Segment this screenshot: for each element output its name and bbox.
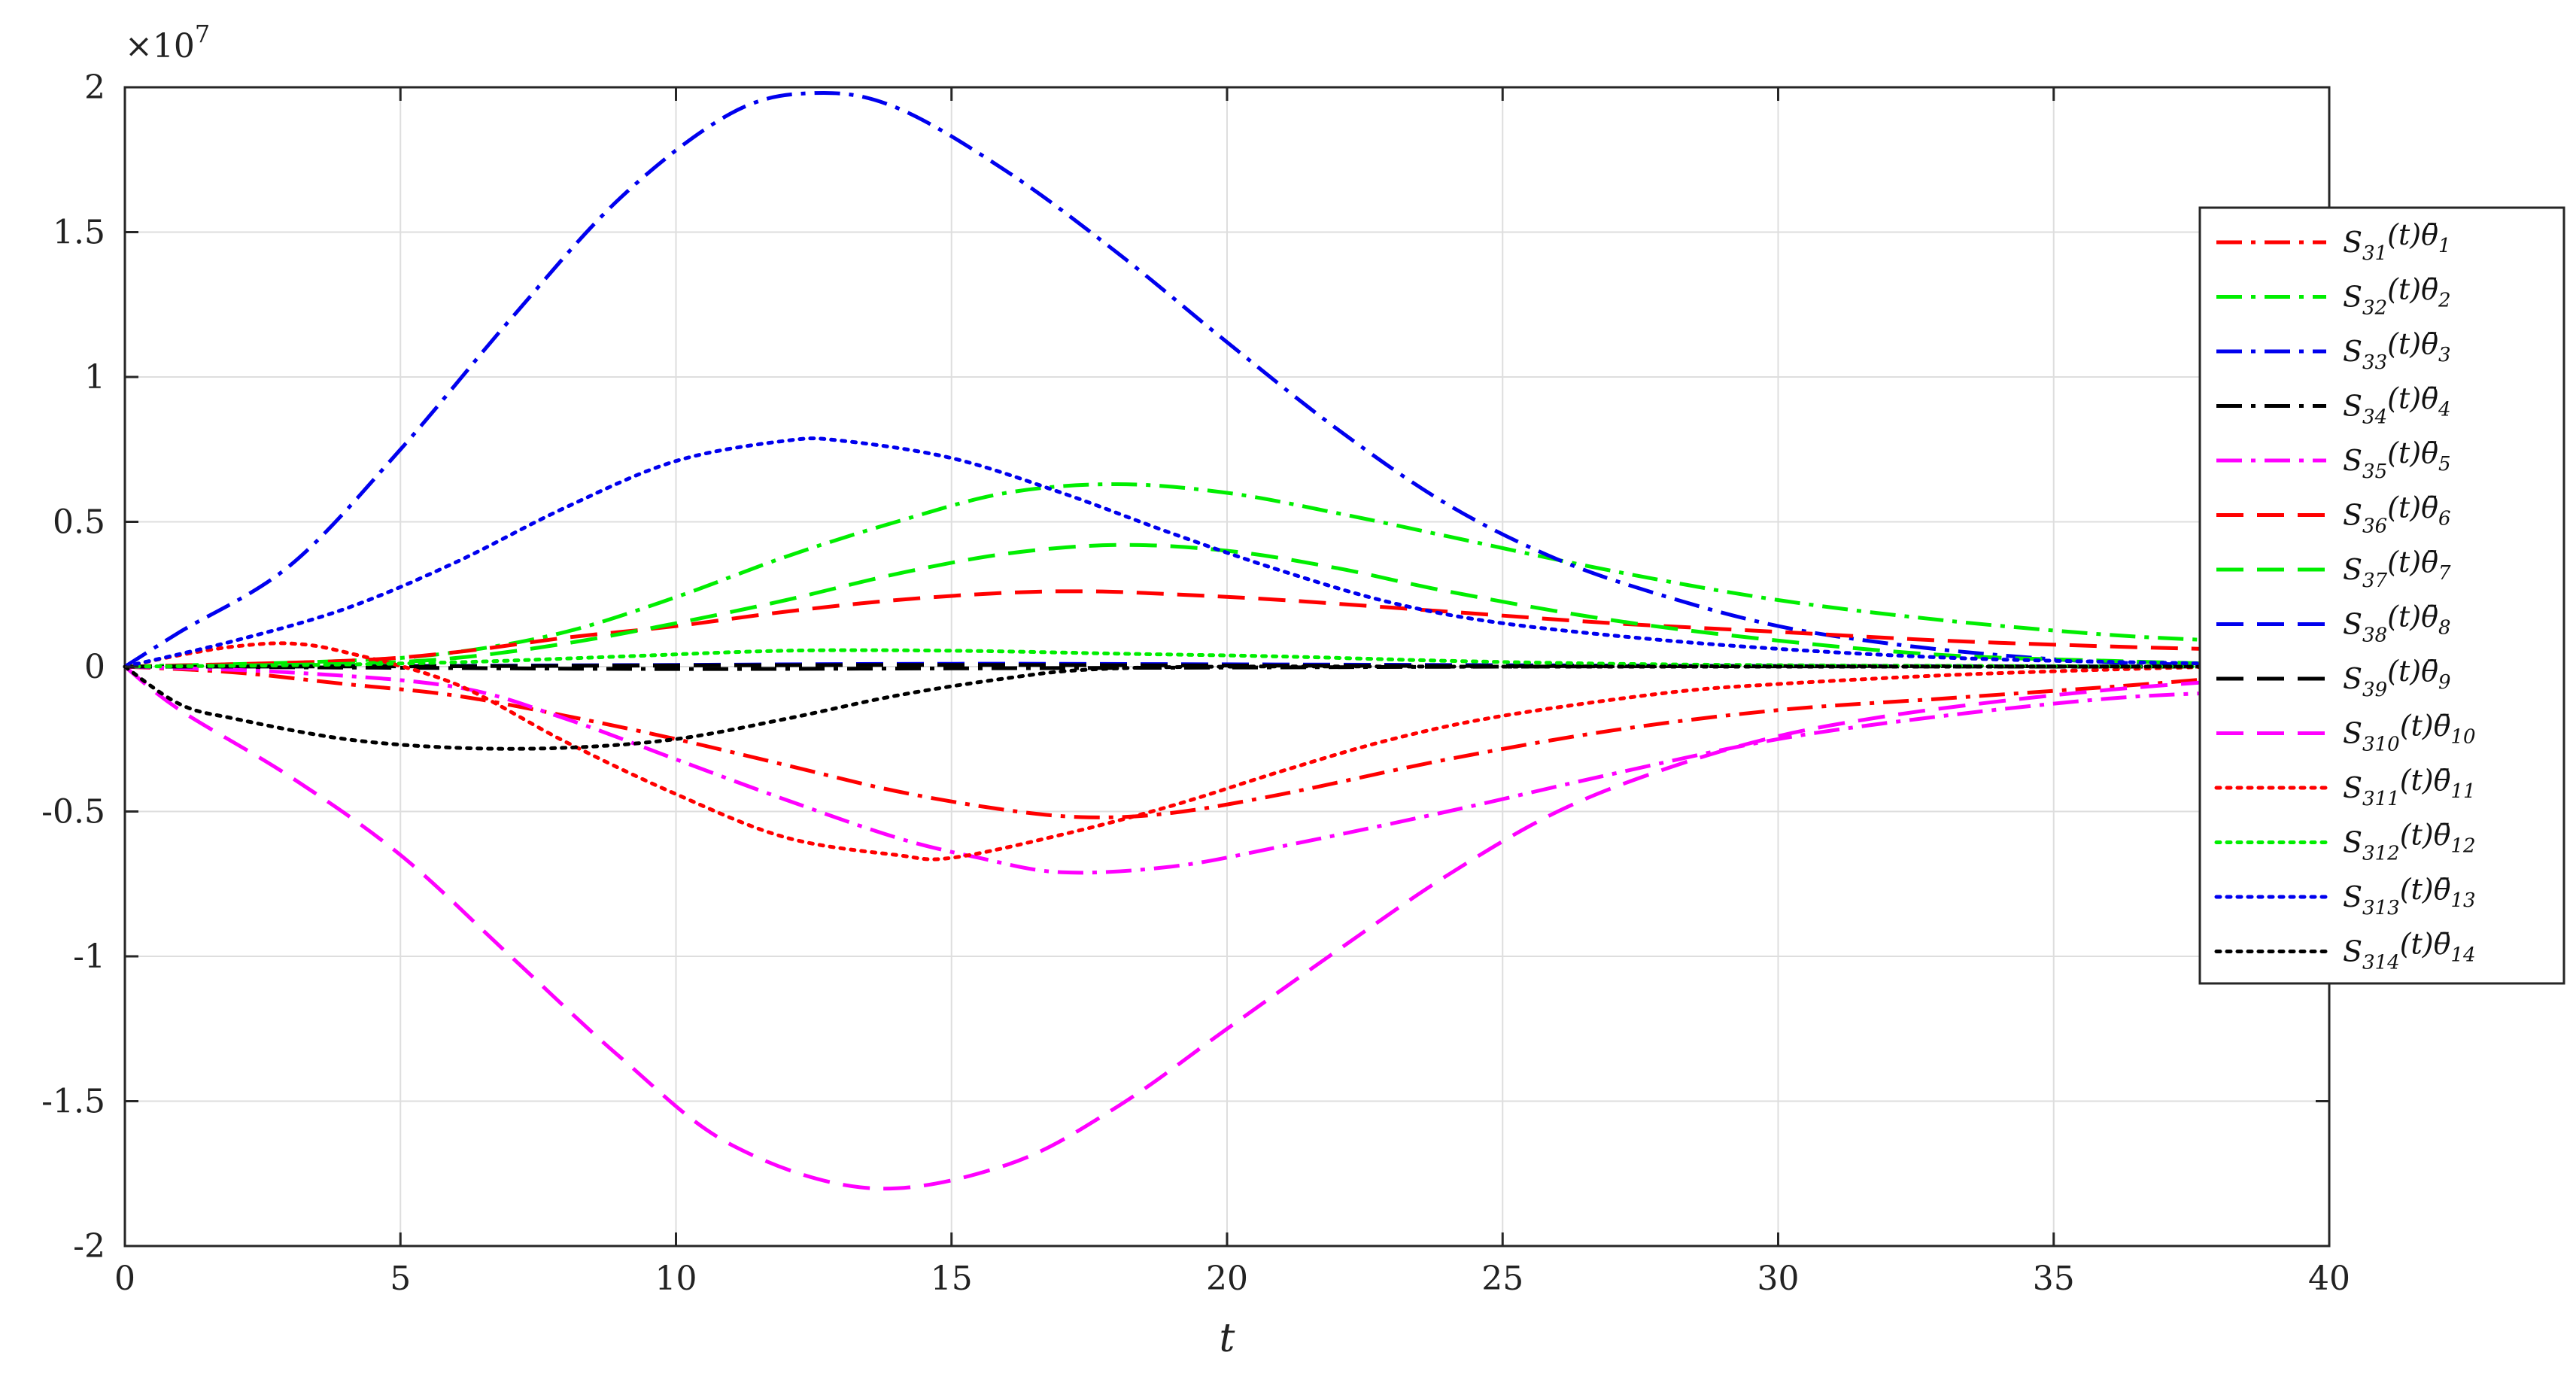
- legend-entry: S37(t)θ̄7: [2216, 546, 2451, 592]
- legend-label: S32(t)θ̄2: [2343, 273, 2451, 320]
- tick-labels: 0 5 10 15 20 25 30 35 40 -2 -1.5 -1 -0.5 0 0.5 1 1.5 2: [41, 68, 2350, 1298]
- x-tick-label: 35: [2033, 1260, 2075, 1298]
- legend: S31(t)θ̄1 S32(t)θ̄2 S33(t)θ̄3 S34(t)θ̄4 S35(…: [2198, 206, 2565, 985]
- x-tick-label: 20: [1206, 1260, 1248, 1298]
- series-line-s314: [123, 664, 2221, 751]
- y-exponent-power: 7: [195, 20, 210, 48]
- y-exponent-base: ×10: [125, 27, 195, 65]
- series-layer: [123, 90, 2221, 1191]
- legend-entry: S313(t)θ̄13: [2214, 873, 2476, 919]
- y-tick-label: -1.5: [41, 1083, 105, 1121]
- legend-entry: S314(t)θ̄14: [2214, 928, 2476, 974]
- x-tick-label: 15: [931, 1260, 973, 1298]
- legend-entry: S310(t)θ̄10: [2216, 710, 2476, 756]
- legend-entry: S34(t)θ̄4: [2216, 382, 2451, 429]
- legend-label: S311(t)θ̄11: [2343, 764, 2476, 810]
- legend-label: S31(t)θ̄1: [2343, 218, 2451, 265]
- legend-label: S37(t)θ̄7: [2343, 546, 2451, 592]
- legend-entry: S32(t)θ̄2: [2216, 273, 2451, 320]
- legend-entry: S312(t)θ̄12: [2214, 819, 2476, 865]
- x-tick-label: 0: [114, 1260, 135, 1298]
- x-tick-label: 5: [390, 1260, 411, 1298]
- legend-entry: S36(t)θ̄6: [2216, 491, 2451, 538]
- legend-label: S39(t)θ̄9: [2343, 655, 2451, 701]
- legend-entry: S35(t)θ̄5: [2216, 436, 2451, 483]
- series-line-s33: [123, 90, 2219, 669]
- y-tick-label: 1: [84, 358, 105, 397]
- legend-label: S310(t)θ̄10: [2343, 710, 2476, 756]
- x-tick-label: 40: [2308, 1260, 2350, 1298]
- series-line-s310: [123, 665, 2219, 1191]
- legend-label: S34(t)θ̄4: [2343, 382, 2451, 429]
- y-tick-label: 0: [84, 648, 105, 686]
- legend-label: S36(t)θ̄6: [2343, 491, 2451, 538]
- series-line-s37: [124, 542, 2219, 669]
- series-line-s311: [123, 641, 2221, 862]
- series-line-s32: [124, 482, 2219, 669]
- legend-entry: S38(t)θ̄8: [2216, 600, 2451, 647]
- legend-entry: S33(t)θ̄3: [2216, 327, 2451, 374]
- y-tick-label: -0.5: [41, 793, 105, 831]
- legend-label: S313(t)θ̄13: [2343, 873, 2476, 919]
- legend-label: S314(t)θ̄14: [2343, 928, 2476, 974]
- y-tick-label: 1.5: [53, 214, 105, 252]
- legend-label: S33(t)θ̄3: [2343, 327, 2451, 374]
- series-line-s31: [124, 664, 2219, 819]
- y-tick-label: -1: [73, 938, 105, 976]
- x-axis-label: t: [1220, 1316, 1235, 1361]
- series-line-s35: [124, 664, 2219, 875]
- x-tick-label: 10: [655, 1260, 697, 1298]
- y-exponent-label: ×107: [125, 20, 210, 65]
- legend-label: S312(t)θ̄12: [2343, 819, 2476, 865]
- legend-label: S35(t)θ̄5: [2343, 436, 2451, 483]
- series-line-s36: [124, 589, 2219, 669]
- legend-entry: S31(t)θ̄1: [2216, 218, 2451, 265]
- legend-entry: S39(t)θ̄9: [2216, 655, 2451, 701]
- x-tick-label: 25: [1481, 1260, 1523, 1298]
- y-tick-label: -2: [73, 1227, 105, 1266]
- series-line-s313: [123, 436, 2221, 669]
- legend-entry: S311(t)θ̄11: [2214, 764, 2476, 810]
- y-tick-label: 0.5: [53, 503, 105, 542]
- x-tick-label: 30: [1757, 1260, 1800, 1298]
- legend-label: S38(t)θ̄8: [2343, 600, 2451, 647]
- y-tick-label: 2: [84, 68, 105, 107]
- legend-box: [2198, 206, 2565, 985]
